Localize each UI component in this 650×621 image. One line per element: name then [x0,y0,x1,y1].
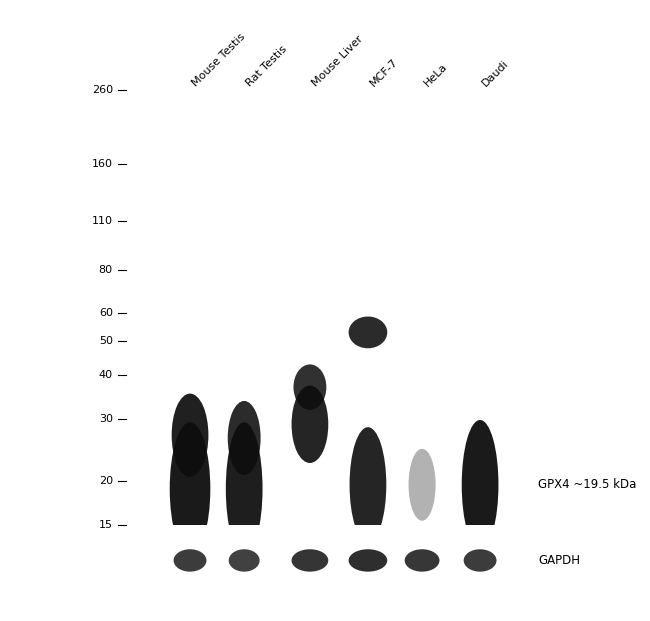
Ellipse shape [172,394,209,477]
Text: 20: 20 [99,476,113,486]
Text: 50: 50 [99,337,113,347]
Text: GAPDH: GAPDH [538,554,580,567]
Ellipse shape [350,427,386,542]
Ellipse shape [229,549,259,572]
Text: 260: 260 [92,85,113,95]
Text: 30: 30 [99,414,113,424]
Ellipse shape [348,549,387,572]
Ellipse shape [463,549,497,572]
Ellipse shape [174,549,207,572]
Text: 110: 110 [92,216,113,226]
Text: Rat Testis: Rat Testis [244,43,289,88]
Text: 40: 40 [99,370,113,380]
Text: Daudi: Daudi [480,58,510,88]
Ellipse shape [227,401,261,475]
Text: 60: 60 [99,309,113,319]
Text: 160: 160 [92,159,113,169]
Text: Mouse Testis: Mouse Testis [190,31,247,88]
Text: HeLa: HeLa [422,61,449,88]
Ellipse shape [170,422,211,555]
Ellipse shape [462,420,499,550]
Text: 80: 80 [99,265,113,274]
Ellipse shape [409,449,436,521]
Ellipse shape [348,317,387,348]
Ellipse shape [226,422,263,555]
Ellipse shape [292,549,328,572]
Text: Mouse Liver: Mouse Liver [310,34,365,88]
Text: 15: 15 [99,520,113,530]
Ellipse shape [292,386,328,463]
Ellipse shape [405,549,439,572]
Text: GPX4 ~19.5 kDa: GPX4 ~19.5 kDa [538,478,636,491]
Ellipse shape [294,365,326,410]
Text: MCF-7: MCF-7 [368,57,400,88]
